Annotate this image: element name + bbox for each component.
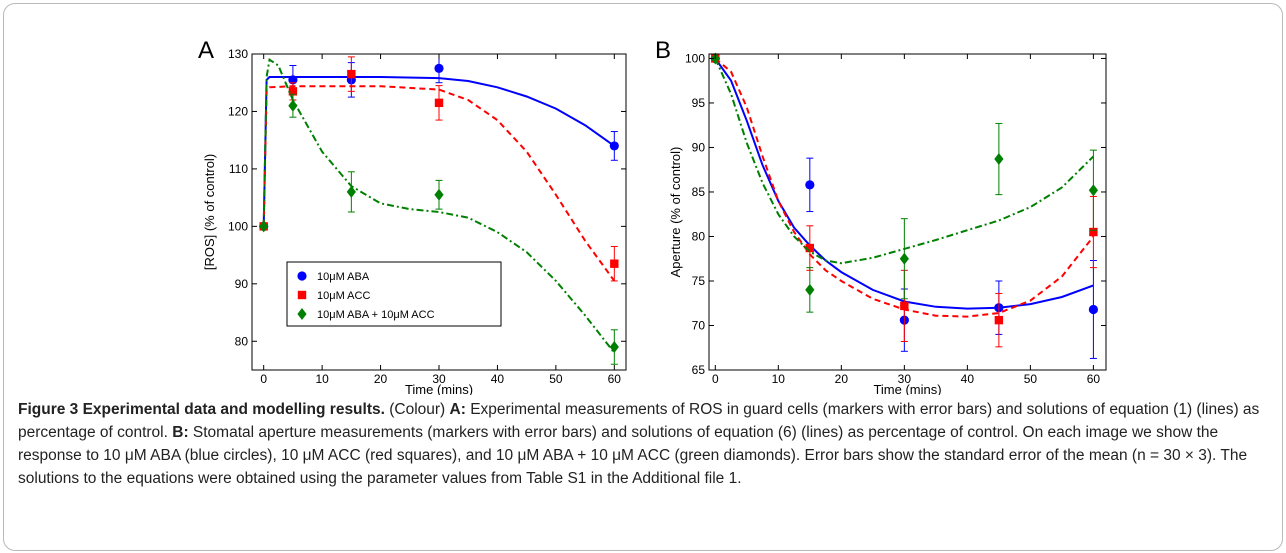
caption-a-text: Experimental measurements of ROS in guar…: [18, 401, 1260, 441]
panel-a-data-point: [346, 185, 356, 198]
panel-a-y-tick-label: 80: [235, 334, 249, 348]
panel-b-x-tick-label: 40: [961, 372, 975, 386]
panel-b-data-point: [1088, 184, 1098, 197]
panel-a-data-point: [434, 98, 444, 108]
panel-a-data-point: [288, 75, 298, 85]
panel-a-data-point: [288, 87, 298, 96]
panel-a-y-tick-label: 100: [228, 219, 248, 233]
panel-b-y-tick-label: 65: [692, 363, 706, 377]
legend-entry-1: 10μM ABA: [317, 271, 370, 283]
legend-entry-3: 10μM ABA + 10μM ACC: [317, 309, 435, 321]
panel-a-data-point: [288, 99, 298, 112]
panel-a-model-line-2: [262, 85, 616, 282]
panel-a-data-point: [609, 341, 619, 354]
panel-b-model-line-2: [714, 57, 1095, 318]
panel-b-data-point: [994, 153, 1004, 166]
panel-a-data-point: [347, 69, 356, 79]
panel-b-data-point: [900, 301, 909, 311]
panel-b-plot-area: [708, 53, 1107, 371]
legend-marker-2: [297, 290, 307, 300]
panel-b-x-tick-label: 20: [835, 372, 849, 386]
panel-a-y-tick-label: 110: [229, 162, 248, 176]
panel-a-model-line-3: [262, 58, 616, 354]
panel-b-x-tick-label: 50: [1024, 372, 1038, 386]
panel-b-x-tick-label: 0: [712, 372, 719, 386]
figure-caption: Figure 3 Experimental data and modelling…: [18, 398, 1268, 490]
panel-b-data-point: [1088, 304, 1098, 315]
panel-a-x-axis-label: Time (mins): [405, 382, 473, 395]
panel-a-x-tick-label: 20: [374, 372, 388, 386]
panel-a-y-axis-label: [ROS] (% of control): [202, 154, 217, 270]
panel-b-model-line-1: [714, 57, 1094, 310]
panel-b-x-tick-label: 60: [1087, 372, 1101, 386]
panel-b-model-line-3: [714, 58, 1095, 265]
panel-a-label: A: [198, 37, 214, 64]
panel-b-y-tick-label: 80: [692, 229, 706, 243]
legend-box: [286, 261, 502, 327]
legend-marker-3: [297, 308, 307, 320]
panel-a-data-point: [610, 259, 619, 268]
panel-b-x-tick-label: 10: [772, 372, 786, 386]
panel-b-y-tick-label: 95: [692, 96, 706, 110]
panel-a-data-point: [434, 188, 444, 201]
panel-a-x-tick-label: 60: [608, 372, 622, 386]
panel-b-data-point: [805, 243, 815, 253]
panel-b-y-tick-label: 90: [692, 140, 706, 154]
panel-a-y-tick-label: 90: [235, 277, 249, 291]
panel-a-y-tick-label: 130: [228, 47, 248, 61]
panel-a-y-tick-label: 120: [228, 104, 248, 118]
panel-b-data-point: [899, 252, 909, 265]
panel-a-x-tick-label: 30: [432, 372, 446, 386]
panel-b-y-axis-label: Aperture (% of control): [668, 147, 683, 278]
figure-frame: [3, 3, 1283, 551]
panel-b-data-point: [1089, 227, 1098, 237]
panel-a-data-point: [609, 141, 619, 151]
legend-marker-1: [297, 271, 307, 281]
caption-b-label: B:: [172, 424, 189, 441]
caption-heading: Figure 3 Experimental data and modelling…: [18, 401, 385, 418]
panel-a-x-tick-label: 40: [491, 372, 505, 386]
panel-a-legend: 10μM ABA 10μM ACC 10μM ABA + 10μM ACC: [286, 261, 502, 327]
panel-b-chart: 0 10 20 30 40 50 60 65 70 75 80 85 90 95 100 Time (mins…: [655, 37, 1107, 395]
panel-a-x-tick-label: 50: [549, 372, 563, 386]
caption-colour-note: (Colour): [384, 401, 450, 418]
caption-b-text: Stomatal aperture measurements (markers …: [18, 424, 1248, 487]
panel-b-label: B: [655, 37, 671, 64]
caption-a-label: A:: [449, 401, 466, 418]
panel-b-x-axis-label: Time (mins): [873, 382, 941, 395]
panel-b-y-tick-label: 85: [692, 185, 706, 199]
panel-a-x-tick-label: 10: [315, 372, 329, 386]
panel-b-data-point: [994, 315, 1004, 325]
legend-entry-2: 10μM ACC: [317, 290, 370, 302]
panel-b-x-tick-label: 30: [898, 372, 912, 386]
panel-b-data-point: [805, 283, 815, 296]
panel-a-x-tick-label: 0: [260, 372, 267, 386]
panel-b-y-tick-label: 100: [685, 51, 705, 65]
panel-b-data-point: [805, 180, 815, 190]
panel-a-chart: 0 10 20 30 40 50 60 80 90 100 110 120 130 Time (mins)…: [198, 37, 627, 395]
panel-b-y-tick-label: 70: [692, 318, 706, 332]
panel-a-data-point: [434, 63, 444, 73]
panel-a-data-point: [259, 220, 269, 233]
panel-b-y-tick-label: 75: [692, 274, 706, 288]
